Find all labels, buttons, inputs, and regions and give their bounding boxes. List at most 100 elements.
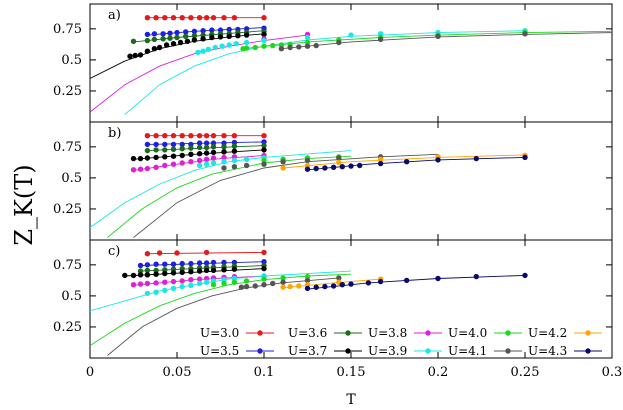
- data-point: [231, 266, 238, 272]
- legend-label: U=3.0: [200, 326, 239, 340]
- data-point: [162, 154, 168, 160]
- data-point: [130, 38, 137, 44]
- data-point: [261, 139, 267, 145]
- data-point: [210, 140, 217, 146]
- data-point: [313, 284, 319, 290]
- data-point: [210, 259, 217, 266]
- y-tick-label: 0.5: [61, 171, 82, 186]
- data-point: [144, 155, 151, 161]
- series-u-4-1: [278, 31, 528, 52]
- legend-label: U=3.5: [200, 344, 239, 358]
- data-point: [183, 29, 189, 35]
- data-point: [304, 162, 311, 169]
- data-point: [304, 285, 311, 292]
- data-point: [179, 141, 185, 148]
- data-point: [179, 265, 185, 272]
- data-point: [144, 262, 151, 268]
- data-point: [130, 167, 137, 173]
- data-point: [196, 151, 203, 157]
- data-point: [280, 284, 286, 290]
- data-point: [221, 165, 227, 171]
- data-point: [212, 44, 218, 51]
- data-point: [221, 149, 227, 155]
- data-point: [287, 44, 293, 51]
- series-u-3-6: [144, 142, 267, 154]
- data-point: [191, 33, 198, 39]
- data-point: [280, 165, 286, 171]
- data-point: [210, 133, 217, 139]
- series-u-4-0: [210, 273, 311, 288]
- fit-line-u-4-3: [307, 274, 526, 290]
- data-point: [203, 156, 210, 162]
- data-point: [377, 278, 384, 285]
- data-point: [252, 283, 258, 289]
- fit-line-u-3-5: [140, 261, 265, 266]
- data-point: [221, 267, 227, 273]
- fit-line-u-4-0: [90, 273, 352, 346]
- data-point: [163, 42, 170, 48]
- data-point: [196, 268, 203, 274]
- data-point: [231, 157, 238, 164]
- data-point: [522, 154, 528, 161]
- data-point: [177, 39, 184, 46]
- series-u-3-9: [195, 28, 528, 56]
- data-point: [203, 161, 210, 167]
- data-point: [191, 28, 198, 34]
- data-point: [270, 42, 276, 49]
- data-point: [170, 153, 177, 159]
- data-point: [261, 43, 267, 49]
- series-u-3-0: [144, 15, 267, 21]
- legend-entry-u-3-7: U=3.7: [288, 344, 362, 358]
- series-u-3-0: [144, 249, 267, 257]
- data-point: [132, 52, 138, 59]
- data-point: [226, 26, 232, 33]
- data-point: [203, 275, 210, 282]
- legend-entry-u-3-6: U=3.6: [288, 326, 362, 340]
- data-point: [188, 15, 194, 21]
- data-point: [210, 267, 217, 274]
- data-points: [122, 249, 528, 297]
- data-point: [162, 261, 168, 267]
- series-u-3-5: [137, 259, 267, 269]
- x-tick-label: 0.15: [337, 365, 366, 380]
- data-point: [144, 165, 151, 172]
- data-point: [261, 249, 267, 256]
- data-point: [219, 43, 225, 49]
- fit-line-u-4-0: [243, 30, 612, 50]
- legend-label: U=4.2: [528, 326, 567, 340]
- data-point: [151, 36, 158, 43]
- data-point: [144, 290, 151, 297]
- data-point: [377, 160, 384, 167]
- y-tick-label: 0.5: [61, 289, 82, 304]
- panels: 0.250.50.75a)0.250.50.75b)0.250.50.75c)0…: [53, 3, 622, 380]
- data-point: [348, 32, 354, 38]
- y-tick-label: 0.75: [53, 140, 82, 155]
- data-point: [144, 48, 151, 54]
- data-point: [137, 268, 144, 274]
- data-point: [231, 143, 238, 149]
- data-point: [200, 28, 206, 34]
- data-point: [261, 31, 267, 38]
- y-tick-label: 0.25: [53, 202, 82, 217]
- data-point: [205, 46, 211, 52]
- data-point: [188, 269, 194, 275]
- data-point: [522, 31, 528, 37]
- data-point: [261, 265, 267, 272]
- y-axis-title-text: Z_K(T): [10, 164, 38, 245]
- data-point: [322, 283, 328, 290]
- data-point: [210, 155, 217, 161]
- legend-label: U=4.3: [528, 344, 567, 358]
- data-point: [261, 142, 267, 149]
- legend-entry-u-4-1: U=4.1: [448, 344, 522, 358]
- data-point: [280, 159, 286, 165]
- data-point: [162, 267, 168, 273]
- data-point: [221, 144, 227, 150]
- data-point: [377, 31, 384, 37]
- data-point: [278, 46, 285, 52]
- data-point: [365, 280, 372, 286]
- data-point: [280, 275, 286, 281]
- data-point: [238, 284, 245, 290]
- data-point: [210, 278, 217, 284]
- data-point: [233, 41, 239, 47]
- data-point: [200, 36, 206, 42]
